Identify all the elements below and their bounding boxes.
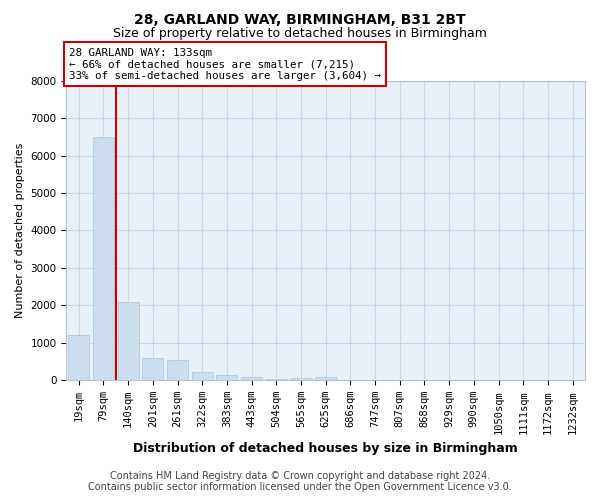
Bar [142,358,163,380]
Text: 28, GARLAND WAY, BIRMINGHAM, B31 2BT: 28, GARLAND WAY, BIRMINGHAM, B31 2BT [134,12,466,26]
Text: Contains HM Land Registry data © Crown copyright and database right 2024.
Contai: Contains HM Land Registry data © Crown c… [88,471,512,492]
Y-axis label: Number of detached properties: Number of detached properties [15,143,25,318]
Bar [167,360,188,380]
Bar [192,372,213,380]
X-axis label: Distribution of detached houses by size in Birmingham: Distribution of detached houses by size … [133,442,518,455]
Bar [315,378,336,380]
Text: 28 GARLAND WAY: 133sqm
← 66% of detached houses are smaller (7,215)
33% of semi-: 28 GARLAND WAY: 133sqm ← 66% of detached… [69,48,381,80]
Bar [241,377,262,380]
Bar [290,378,311,380]
Bar [118,302,139,380]
Bar [93,137,114,380]
Text: Size of property relative to detached houses in Birmingham: Size of property relative to detached ho… [113,28,487,40]
Bar [266,378,287,380]
Bar [68,336,89,380]
Bar [217,375,238,380]
